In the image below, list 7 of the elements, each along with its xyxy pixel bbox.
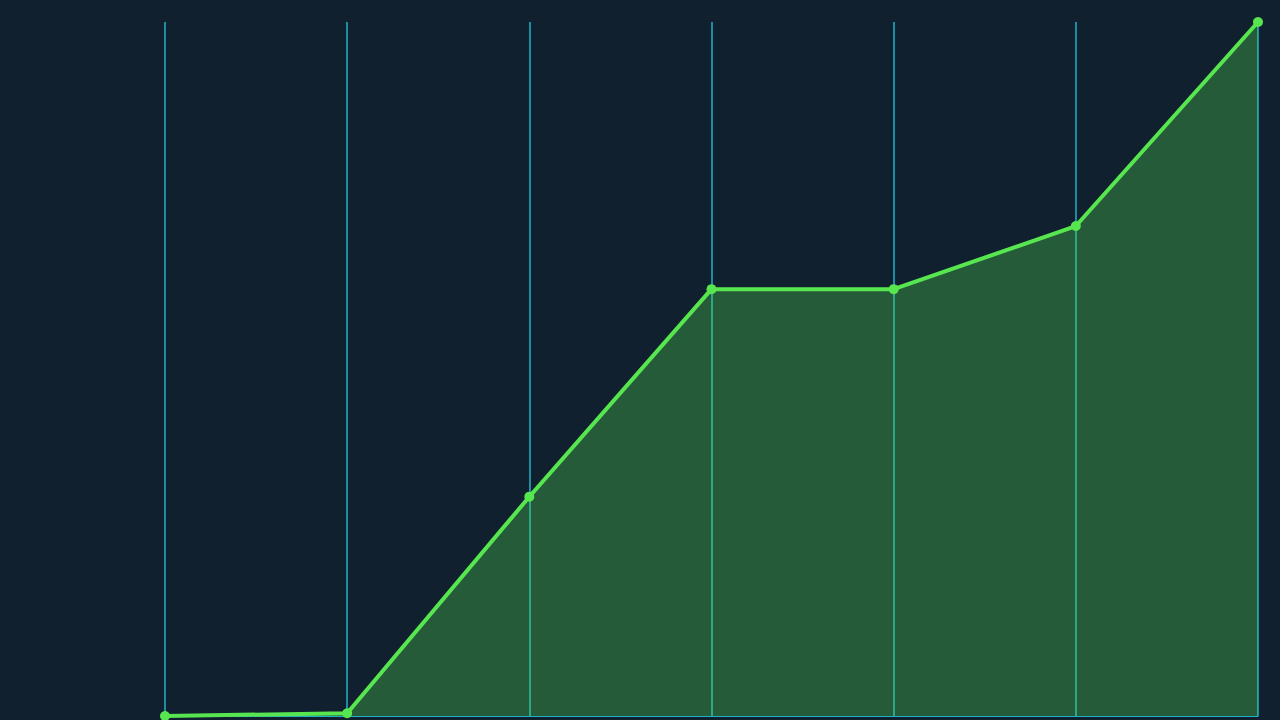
point [706, 284, 717, 295]
point [524, 491, 535, 502]
point [1253, 17, 1263, 27]
point [1070, 221, 1081, 232]
point [888, 284, 899, 295]
point [160, 711, 170, 720]
point [342, 708, 353, 719]
